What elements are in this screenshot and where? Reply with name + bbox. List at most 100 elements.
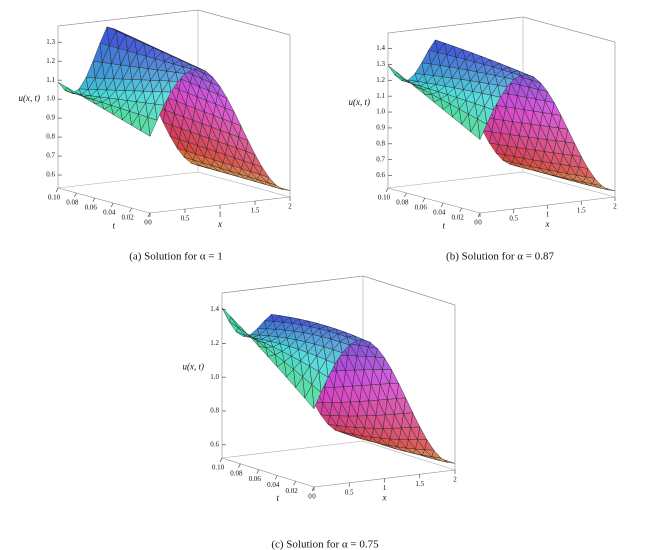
t-tick [238, 463, 241, 468]
t-tick-label: 0.10 [378, 194, 391, 202]
t-tick [256, 469, 260, 474]
t-tick [92, 197, 96, 203]
z-tick-label: 0.6 [210, 440, 219, 448]
box-edge [362, 275, 456, 306]
z-axis-label: u(x, t) [19, 93, 41, 103]
z-tick-label: 1.3 [46, 38, 55, 46]
surface-facet [240, 326, 250, 337]
surface-facet [397, 72, 408, 81]
surface-facet [452, 108, 462, 126]
z-tick-label: 0.9 [376, 124, 385, 132]
surface-facet [249, 336, 259, 347]
z-tick-label: 0.8 [376, 139, 385, 147]
t-tick [440, 202, 444, 208]
surface-facet [258, 346, 269, 357]
x-axis-label: x [217, 219, 222, 229]
x-tick-label: 0.5 [345, 488, 354, 496]
box-edge [362, 440, 456, 471]
x-tick-label: 1.5 [415, 480, 424, 488]
box-edge [387, 171, 524, 189]
z-axis-label: u(x, t) [349, 97, 371, 107]
z-tick-label: 1.0 [210, 373, 219, 381]
t-tick-label: 0.02 [285, 487, 298, 495]
t-tick-label: 0.02 [121, 214, 134, 222]
t-tick-label: 0.06 [85, 204, 98, 212]
surface-facet [221, 307, 232, 322]
t-axis-label: t [113, 220, 116, 230]
surface-facet [122, 110, 132, 126]
z-tick-label: 1.2 [46, 57, 55, 65]
t-tick-label: 0.06 [415, 204, 428, 212]
t-tick [55, 187, 59, 193]
t-tick [477, 212, 481, 218]
t-tick [404, 192, 407, 198]
x-tick-label: 0.5 [509, 215, 518, 223]
t-tick-label: 0.08 [230, 469, 243, 477]
z-tick-label: 1.1 [376, 92, 385, 100]
t-tick-label: 0 [144, 219, 148, 227]
x-tick-label: 0 [148, 219, 152, 227]
x-tick-label: 1.5 [577, 207, 586, 215]
surface-facet [424, 94, 435, 103]
x-tick-label: 1 [218, 211, 222, 219]
surface-facet [103, 105, 114, 115]
surface-facet [67, 87, 77, 94]
surface-facet [94, 102, 105, 110]
x-tick-label: 1.5 [251, 207, 260, 215]
surface-facet [433, 98, 444, 111]
t-tick [74, 192, 77, 198]
t-tick [110, 202, 114, 208]
t-axis-label: t [277, 493, 280, 503]
surface-facet [57, 81, 68, 91]
z-tick-label: 1.0 [46, 95, 55, 103]
t-tick-label: 0.10 [48, 194, 61, 202]
box-edge [522, 16, 616, 43]
caption: (b) Solution for α = 0.87 [446, 251, 554, 263]
box-edge [221, 440, 364, 459]
surface-facet [276, 361, 287, 378]
caption: (a) Solution for α = 1 [129, 251, 223, 263]
box-edge [57, 187, 151, 214]
t-tick [311, 486, 315, 492]
x-tick-label: 2 [613, 203, 617, 211]
x-tick-label: 2 [288, 203, 292, 211]
x-tick-label: 1 [546, 211, 550, 219]
z-tick-label: 1.1 [46, 76, 55, 84]
surface-facet [85, 98, 96, 105]
x-tick-label: 1 [383, 484, 387, 492]
t-tick [459, 207, 462, 213]
surface-facet [461, 113, 472, 133]
surface-facet [406, 79, 416, 88]
x-axis-label: x [382, 493, 387, 503]
x-tick-label: 0.5 [181, 215, 190, 223]
t-tick-label: 0.06 [249, 475, 262, 483]
surface-facet [442, 103, 453, 118]
surface-facet [231, 316, 241, 328]
z-tick-label: 0.6 [376, 171, 385, 179]
t-tick [147, 212, 151, 218]
box-edge [197, 171, 291, 198]
t-tick-label: 0.04 [433, 209, 446, 217]
box-edge [221, 275, 364, 294]
z-tick-label: 1.2 [376, 76, 385, 84]
box-edge [221, 457, 315, 488]
x-tick-label: 0 [312, 493, 316, 501]
surface-facet [295, 376, 306, 399]
box-edge [387, 187, 481, 214]
z-tick-label: 1.4 [376, 44, 385, 52]
surface-facet [267, 354, 278, 368]
t-axis-label: t [443, 220, 446, 230]
t-tick-label: 0.04 [103, 209, 116, 217]
surface-facet [470, 118, 481, 141]
surface-facet [131, 113, 142, 132]
z-tick-label: 1.3 [376, 60, 385, 68]
box-edge [522, 171, 616, 198]
t-tick-label: 0.08 [66, 199, 79, 207]
z-tick-label: 1.0 [376, 108, 385, 116]
surface-facet [140, 116, 151, 137]
t-tick-label: 0 [474, 219, 478, 227]
panel: 0.6 0.7 0.8 0.9 1.0 1.1 1.2 1.3 1.4 u(x, t) 0.10 0.… [349, 16, 617, 263]
box-edge [387, 16, 524, 34]
box-edge [197, 9, 291, 36]
t-tick-label: 0.10 [212, 464, 225, 472]
